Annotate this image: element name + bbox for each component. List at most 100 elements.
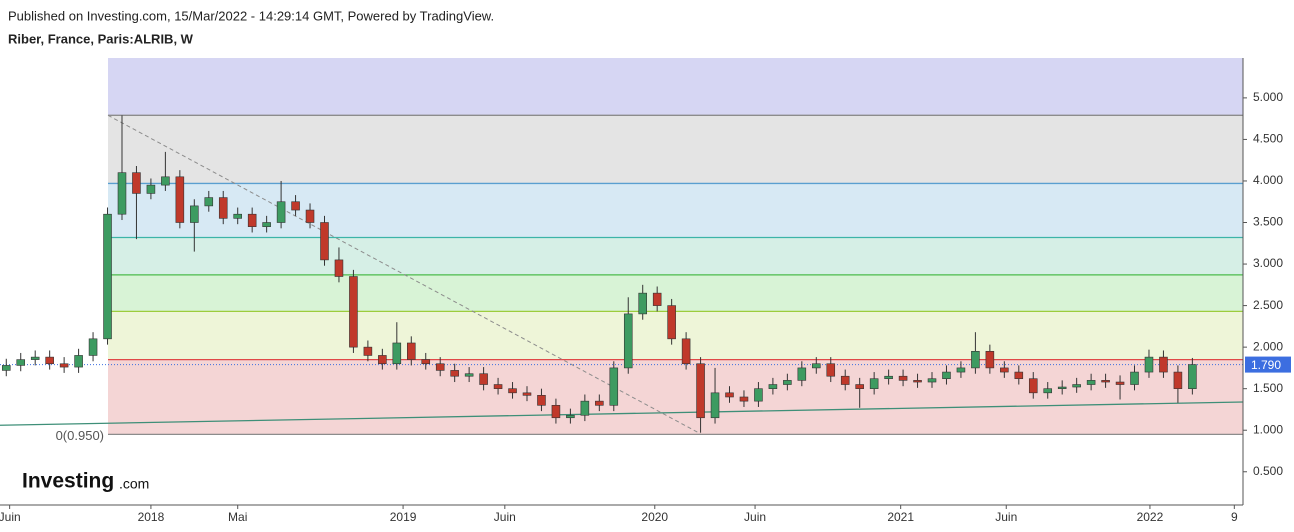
candle-body — [710, 392, 720, 419]
x-tick-label: 2021 — [887, 510, 914, 524]
candle-body — [464, 373, 474, 377]
fib-zone — [108, 359, 1243, 435]
trend-diagonal — [107, 114, 701, 434]
x-tick-label: Juin — [0, 510, 21, 524]
y-tick-label: 2.500 — [1253, 298, 1283, 312]
y-tick-label: 1.000 — [1253, 422, 1283, 436]
candle-body — [508, 388, 517, 394]
candle-body — [349, 276, 358, 348]
candle-body — [204, 197, 214, 207]
x-tick-label: 2022 — [1137, 510, 1164, 524]
candle-body — [1130, 371, 1139, 385]
candle-body — [1057, 386, 1067, 389]
candle-body — [493, 384, 503, 389]
candle-body — [826, 363, 836, 377]
candle-body — [797, 367, 807, 381]
candle-body — [884, 375, 893, 380]
candle-body — [450, 370, 459, 377]
candle-body — [768, 384, 778, 389]
candle-body — [218, 197, 228, 219]
logo: Investing — [22, 470, 114, 493]
candle-body — [522, 392, 532, 396]
candle-body — [45, 356, 54, 365]
candle-body — [233, 213, 242, 219]
candle-body — [725, 392, 734, 398]
candle-body — [667, 305, 676, 340]
candle-body — [16, 359, 26, 366]
candle-body — [30, 356, 40, 360]
candle-body — [1115, 381, 1125, 385]
last-price-label: 1.790 — [1251, 358, 1281, 372]
candle-body — [1159, 356, 1168, 373]
candle-body — [783, 380, 792, 385]
candle-body — [609, 367, 619, 406]
candle-body — [580, 400, 590, 416]
candle-body — [74, 355, 83, 368]
candle-body — [754, 388, 763, 402]
candle-body — [985, 350, 995, 369]
candle-body — [812, 363, 821, 369]
candle-body — [262, 222, 271, 227]
candle-body — [898, 375, 908, 381]
candle-body — [117, 172, 127, 215]
y-tick-label: 4.500 — [1253, 132, 1283, 146]
candle-body — [927, 378, 937, 383]
candle-body — [1144, 356, 1154, 373]
x-tick-label: Juin — [744, 510, 766, 524]
candle-body — [103, 213, 112, 340]
candle-body — [652, 292, 662, 306]
candle-body — [59, 363, 69, 368]
candle-body — [334, 259, 344, 277]
candle-body — [161, 176, 170, 186]
candle-body — [739, 396, 749, 402]
candle-body — [913, 380, 922, 383]
candle-body — [407, 342, 416, 360]
candle-body — [378, 355, 387, 365]
candle-body — [537, 395, 546, 406]
candle-body — [247, 213, 257, 227]
x-tick-label: Juin — [995, 510, 1017, 524]
candle-body — [1000, 367, 1009, 373]
candle-body — [175, 176, 185, 223]
candle-body — [88, 338, 98, 356]
candle-body — [1072, 384, 1081, 388]
fib-label: 0(0.950) — [56, 428, 104, 443]
candle-body — [551, 404, 561, 419]
candle-body — [1028, 378, 1038, 394]
y-tick-label: 3.000 — [1253, 256, 1283, 270]
fib-zone — [108, 237, 1243, 275]
candle-body — [190, 205, 199, 223]
symbol-title: Riber, France, Paris:ALRIB, W — [8, 31, 194, 46]
candle-body — [566, 414, 575, 419]
candle-body — [681, 338, 691, 365]
y-tick-label: 3.500 — [1253, 215, 1283, 229]
candle-body — [623, 313, 633, 369]
candle-body — [435, 363, 445, 371]
y-tick-label: 1.500 — [1253, 381, 1283, 395]
candle-body — [1, 365, 11, 371]
candle-body — [1173, 371, 1183, 389]
candle-body — [855, 384, 864, 389]
y-tick-label: 2.000 — [1253, 339, 1283, 353]
x-tick-label: Mai — [228, 510, 247, 524]
fib-zone — [108, 58, 1243, 116]
candle-body — [421, 359, 431, 365]
y-tick-label: 5.000 — [1253, 90, 1283, 104]
y-tick-label: 4.000 — [1253, 173, 1283, 187]
candle-body — [942, 371, 951, 380]
y-tick-label: 0.500 — [1253, 464, 1283, 478]
candle-body — [956, 367, 966, 373]
candle-body — [840, 375, 850, 385]
candle-body — [1101, 380, 1110, 383]
last-price-box — [1245, 356, 1291, 373]
candle-body — [1014, 371, 1024, 380]
fib-zone — [108, 115, 1243, 184]
candle-body — [1086, 380, 1096, 385]
candle-body — [638, 292, 647, 315]
candle-body — [291, 201, 300, 211]
candle-body — [146, 184, 156, 194]
candle-body — [1188, 364, 1197, 389]
published-note: Published on Investing.com, 15/Mar/2022 … — [8, 8, 494, 23]
candle-body — [305, 209, 315, 223]
